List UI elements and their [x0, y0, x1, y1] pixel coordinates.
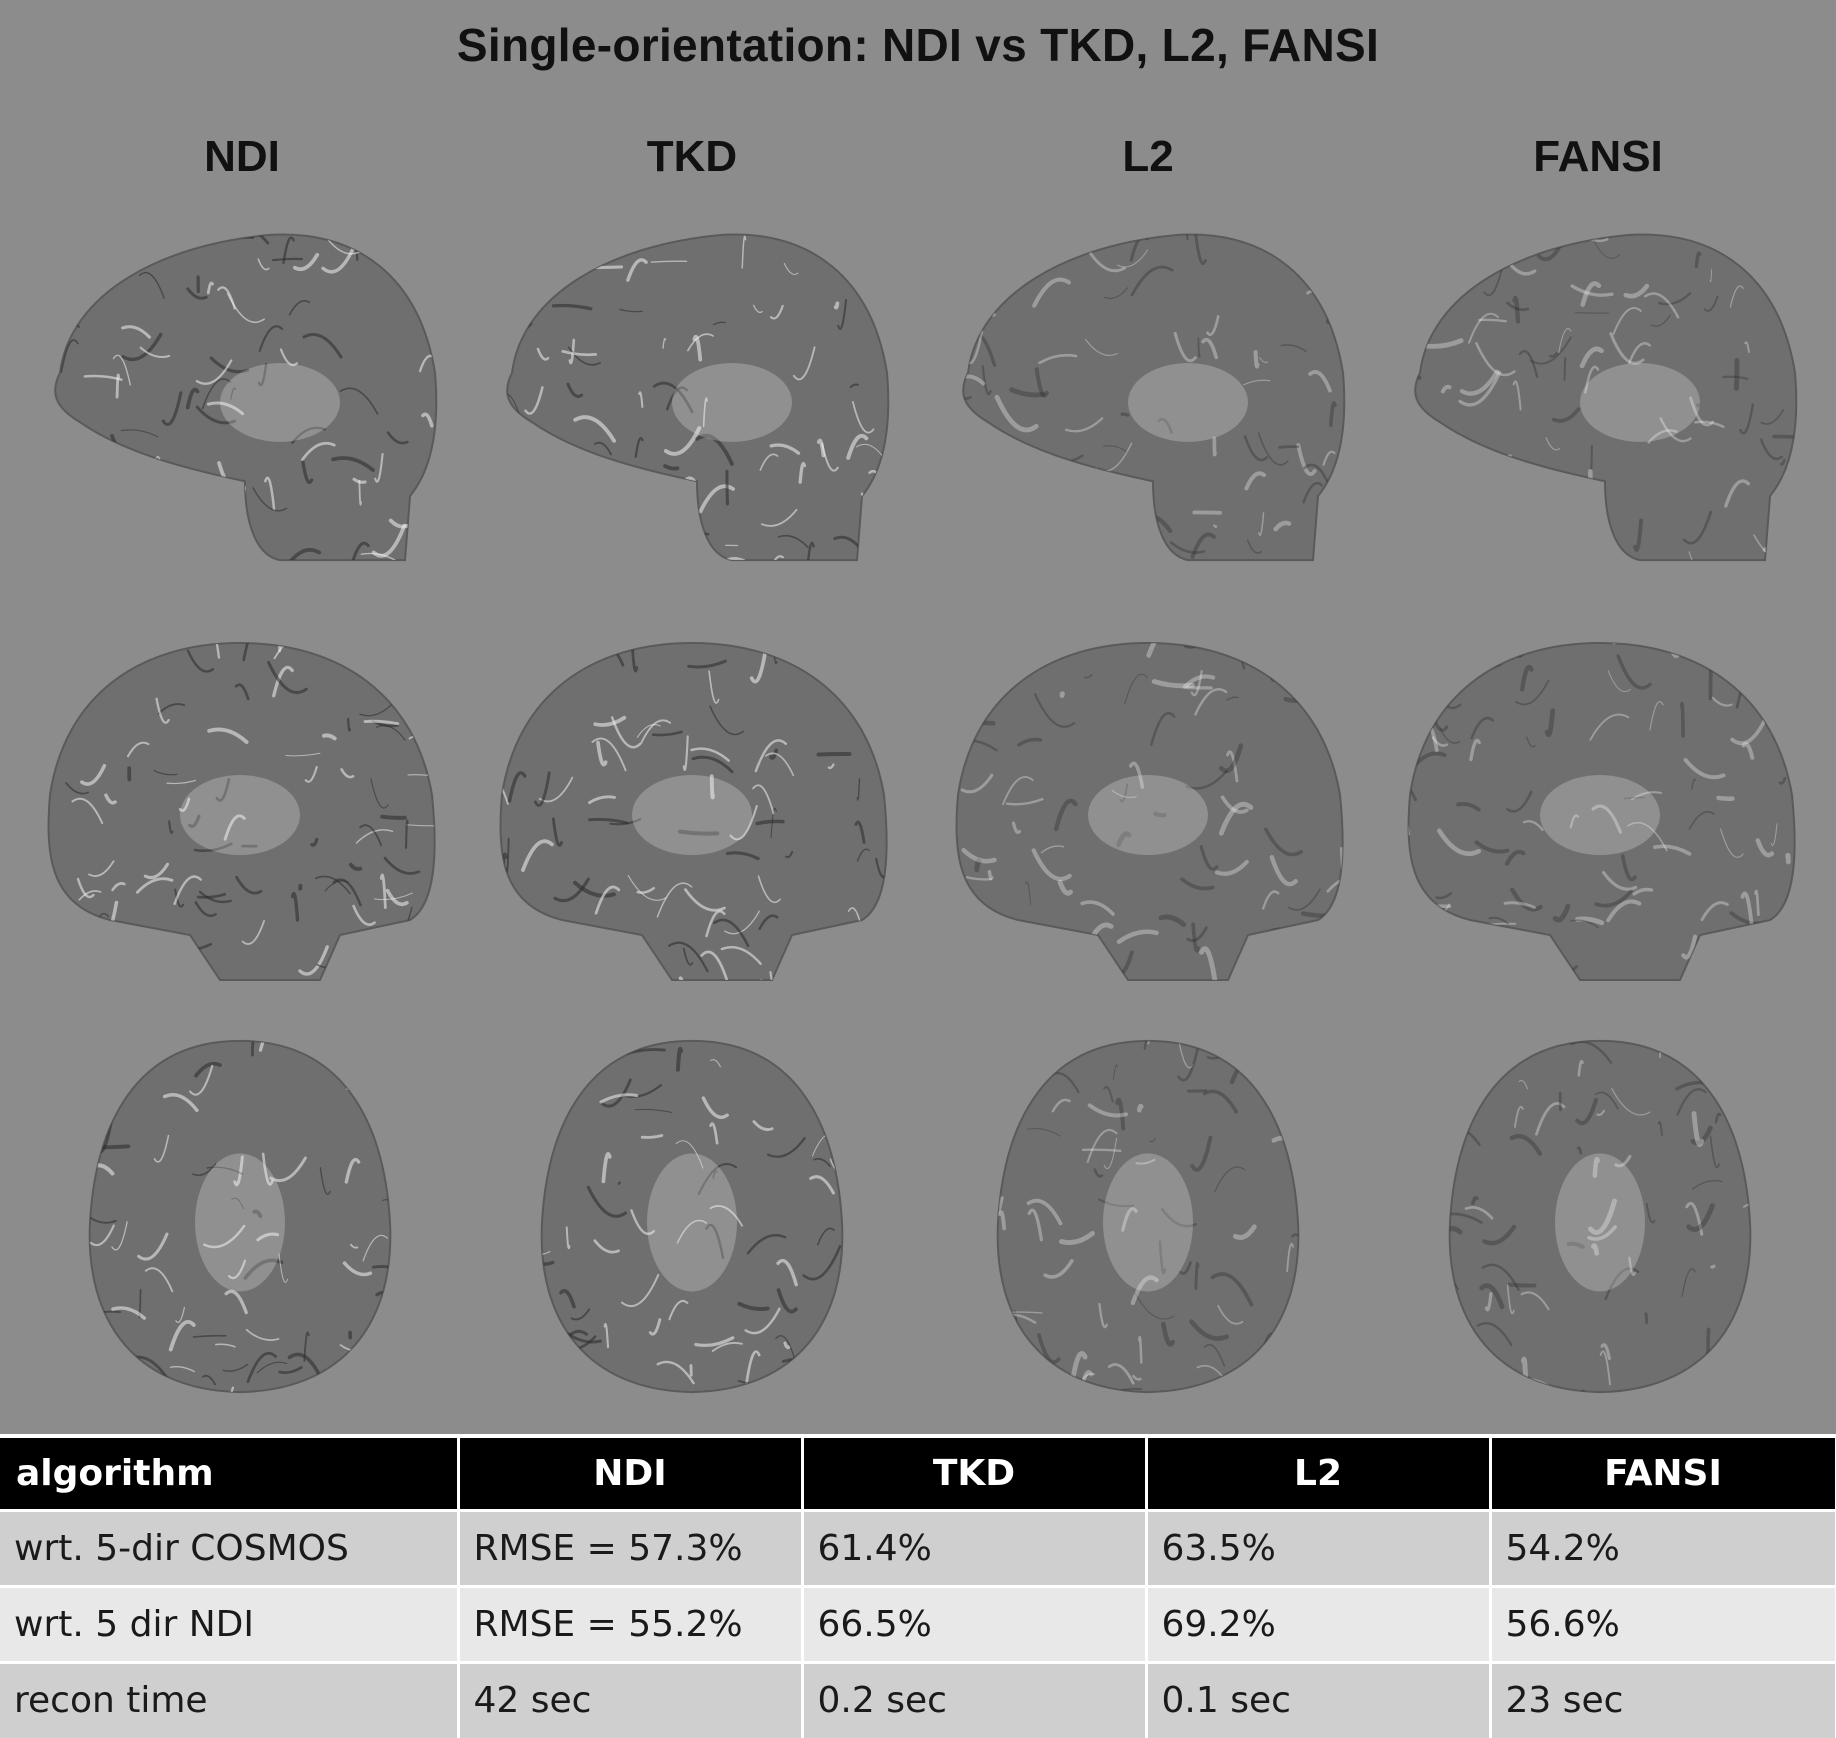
- brain-slice-sagittal-ndi: [40, 225, 440, 570]
- brain-slice-coronal-ndi: [40, 635, 440, 985]
- brain-slice-sagittal-l2: [948, 225, 1348, 570]
- table-cell: 69.2%: [1146, 1584, 1492, 1662]
- table-cell: 0.2 sec: [802, 1660, 1148, 1738]
- figure-panel: Single-orientation: NDI vs TKD, L2, FANS…: [0, 0, 1836, 1436]
- column-label-ndi: NDI: [204, 132, 280, 181]
- brain-slice-sagittal-fansi: [1400, 225, 1800, 570]
- table-row: recon time 42 sec 0.2 sec 0.1 sec 23 sec: [0, 1660, 1836, 1738]
- table-cell: RMSE = 55.2%: [458, 1584, 804, 1662]
- table-cell: 54.2%: [1490, 1508, 1836, 1586]
- column-label-tkd: TKD: [646, 132, 738, 181]
- table-row: wrt. 5 dir NDI RMSE = 55.2% 66.5% 69.2% …: [0, 1584, 1836, 1662]
- header-fansi: FANSI: [1490, 1438, 1836, 1510]
- table-cell: 23 sec: [1490, 1660, 1836, 1738]
- row-label: wrt. 5-dir COSMOS: [0, 1508, 460, 1586]
- table-cell: 42 sec: [458, 1660, 804, 1738]
- column-label-l2: L2: [1122, 132, 1174, 181]
- table-cell: 56.6%: [1490, 1584, 1836, 1662]
- header-l2: L2: [1146, 1438, 1492, 1510]
- header-ndi: NDI: [458, 1438, 804, 1510]
- table-cell: RMSE = 57.3%: [458, 1508, 804, 1586]
- column-label-fansi: FANSI: [1533, 132, 1663, 181]
- table-cell: 63.5%: [1146, 1508, 1492, 1586]
- brain-slice-coronal-tkd: [492, 635, 892, 985]
- brain-slice-sagittal-tkd: [492, 225, 892, 570]
- results-table: algorithm NDI TKD L2 FANSI wrt. 5-dir CO…: [0, 1438, 1836, 1738]
- brain-slice-axial-tkd: [492, 1035, 892, 1400]
- brain-slice-axial-l2: [948, 1035, 1348, 1400]
- table-row: wrt. 5-dir COSMOS RMSE = 57.3% 61.4% 63.…: [0, 1508, 1836, 1586]
- header-tkd: TKD: [802, 1438, 1148, 1510]
- table-cell: 66.5%: [802, 1584, 1148, 1662]
- brain-slice-coronal-l2: [948, 635, 1348, 985]
- figure-title: Single-orientation: NDI vs TKD, L2, FANS…: [456, 19, 1380, 71]
- row-label: wrt. 5 dir NDI: [0, 1584, 460, 1662]
- brain-slice-axial-ndi: [40, 1035, 440, 1400]
- brain-slice-coronal-fansi: [1400, 635, 1800, 985]
- brain-slice-axial-fansi: [1400, 1035, 1800, 1400]
- table-cell: 61.4%: [802, 1508, 1148, 1586]
- table-cell: 0.1 sec: [1146, 1660, 1492, 1738]
- row-label: recon time: [0, 1660, 460, 1738]
- header-algorithm: algorithm: [0, 1438, 460, 1510]
- table-header-row: algorithm NDI TKD L2 FANSI: [0, 1438, 1836, 1510]
